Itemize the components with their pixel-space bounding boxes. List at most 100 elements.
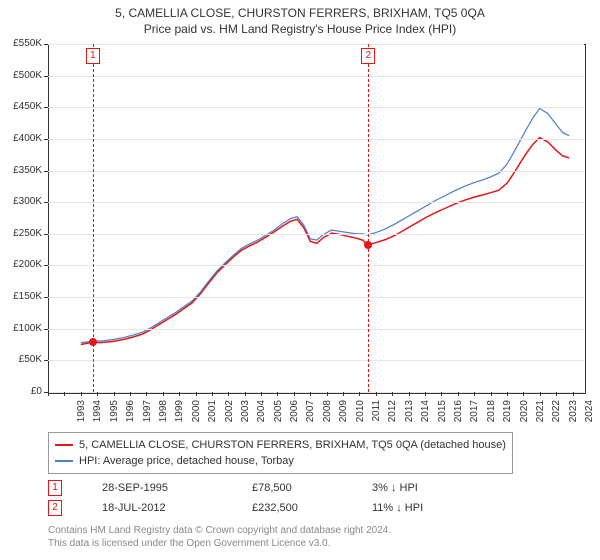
x-axis-label: 2010 (355, 400, 366, 430)
gridline (48, 202, 584, 203)
copyright: Contains HM Land Registry data © Crown c… (48, 524, 391, 550)
copyright-line: Contains HM Land Registry data © Crown c… (48, 524, 391, 537)
legend-label: 5, CAMELLIA CLOSE, CHURSTON FERRERS, BRI… (79, 439, 506, 451)
x-axis-label: 2006 (289, 400, 300, 430)
x-tick (228, 392, 229, 396)
x-axis-label: 2017 (469, 400, 480, 430)
sale-price: £232,500 (252, 502, 332, 514)
legend-label: HPI: Average price, detached house, Torb… (79, 455, 294, 467)
x-tick (507, 392, 508, 396)
x-axis-label: 1994 (92, 400, 103, 430)
marker-box: 1 (86, 48, 100, 64)
x-axis-label: 1999 (174, 400, 185, 430)
x-axis-label: 2003 (240, 400, 251, 430)
x-tick (343, 392, 344, 396)
y-axis-label: £200K (2, 259, 42, 270)
x-tick (294, 392, 295, 396)
y-axis-label: £350K (2, 165, 42, 176)
copyright-line: This data is licensed under the Open Gov… (48, 537, 391, 550)
y-tick (44, 76, 48, 77)
x-tick (212, 392, 213, 396)
y-axis-label: £450K (2, 101, 42, 112)
x-tick (81, 392, 82, 396)
y-tick (44, 171, 48, 172)
legend-item: 5, CAMELLIA CLOSE, CHURSTON FERRERS, BRI… (55, 437, 506, 453)
y-axis-label: £250K (2, 228, 42, 239)
series-line (81, 138, 569, 345)
marker-box: 2 (361, 48, 375, 64)
y-axis-label: £0 (2, 386, 42, 397)
y-tick (44, 360, 48, 361)
x-axis-label: 2022 (551, 400, 562, 430)
x-tick (179, 392, 180, 396)
x-axis-label: 2002 (224, 400, 235, 430)
x-tick (130, 392, 131, 396)
x-tick (409, 392, 410, 396)
x-tick (376, 392, 377, 396)
y-tick (44, 44, 48, 45)
x-tick (97, 392, 98, 396)
x-axis-label: 2018 (486, 400, 497, 430)
x-axis-label: 2020 (519, 400, 530, 430)
x-axis-label: 2007 (305, 400, 316, 430)
gridline (48, 265, 584, 266)
x-axis-label: 1998 (158, 400, 169, 430)
sale-delta: 3% ↓ HPI (372, 482, 418, 494)
x-tick (163, 392, 164, 396)
x-axis-label: 2004 (256, 400, 267, 430)
x-tick (48, 392, 49, 396)
sale-row: 128-SEP-1995£78,5003% ↓ HPI (48, 478, 423, 498)
sale-row: 218-JUL-2012£232,50011% ↓ HPI (48, 498, 423, 518)
y-tick (44, 202, 48, 203)
x-tick (491, 392, 492, 396)
x-axis-label: 2023 (568, 400, 579, 430)
x-tick (573, 392, 574, 396)
legend-swatch (55, 460, 73, 462)
y-axis-label: £500K (2, 70, 42, 81)
marker-line (368, 44, 369, 392)
sales-table: 128-SEP-1995£78,5003% ↓ HPI218-JUL-2012£… (48, 478, 423, 518)
y-axis-label: £550K (2, 38, 42, 49)
y-tick (44, 234, 48, 235)
x-tick (441, 392, 442, 396)
x-axis-label: 2008 (322, 400, 333, 430)
sale-price: £78,500 (252, 482, 332, 494)
x-axis-label: 2014 (420, 400, 431, 430)
x-axis-label: 1993 (76, 400, 87, 430)
gridline (48, 392, 584, 393)
y-axis-label: £150K (2, 291, 42, 302)
y-axis-label: £50K (2, 354, 42, 365)
x-tick (114, 392, 115, 396)
x-axis-label: 2012 (387, 400, 398, 430)
gridline (48, 139, 584, 140)
marker-dot (364, 241, 372, 249)
x-axis-label: 2013 (404, 400, 415, 430)
x-axis-label: 2000 (191, 400, 202, 430)
y-tick (44, 107, 48, 108)
x-tick (245, 392, 246, 396)
sale-marker: 1 (48, 480, 62, 496)
x-tick (277, 392, 278, 396)
series-line (81, 109, 569, 343)
x-axis-label: 2021 (535, 400, 546, 430)
x-axis-label: 1996 (125, 400, 136, 430)
x-axis-label: 2019 (502, 400, 513, 430)
legend-item: HPI: Average price, detached house, Torb… (55, 453, 506, 469)
y-tick (44, 139, 48, 140)
legend-swatch (55, 444, 73, 446)
x-tick (458, 392, 459, 396)
x-axis-label: 2015 (437, 400, 448, 430)
x-tick (540, 392, 541, 396)
gridline (48, 329, 584, 330)
y-axis-label: £400K (2, 133, 42, 144)
y-tick (44, 329, 48, 330)
y-tick (44, 265, 48, 266)
x-tick (327, 392, 328, 396)
x-tick (146, 392, 147, 396)
x-tick (261, 392, 262, 396)
x-axis-label: 2016 (453, 400, 464, 430)
chart-subtitle: Price paid vs. HM Land Registry's House … (0, 20, 600, 40)
gridline (48, 76, 584, 77)
gridline (48, 234, 584, 235)
gridline (48, 44, 584, 45)
